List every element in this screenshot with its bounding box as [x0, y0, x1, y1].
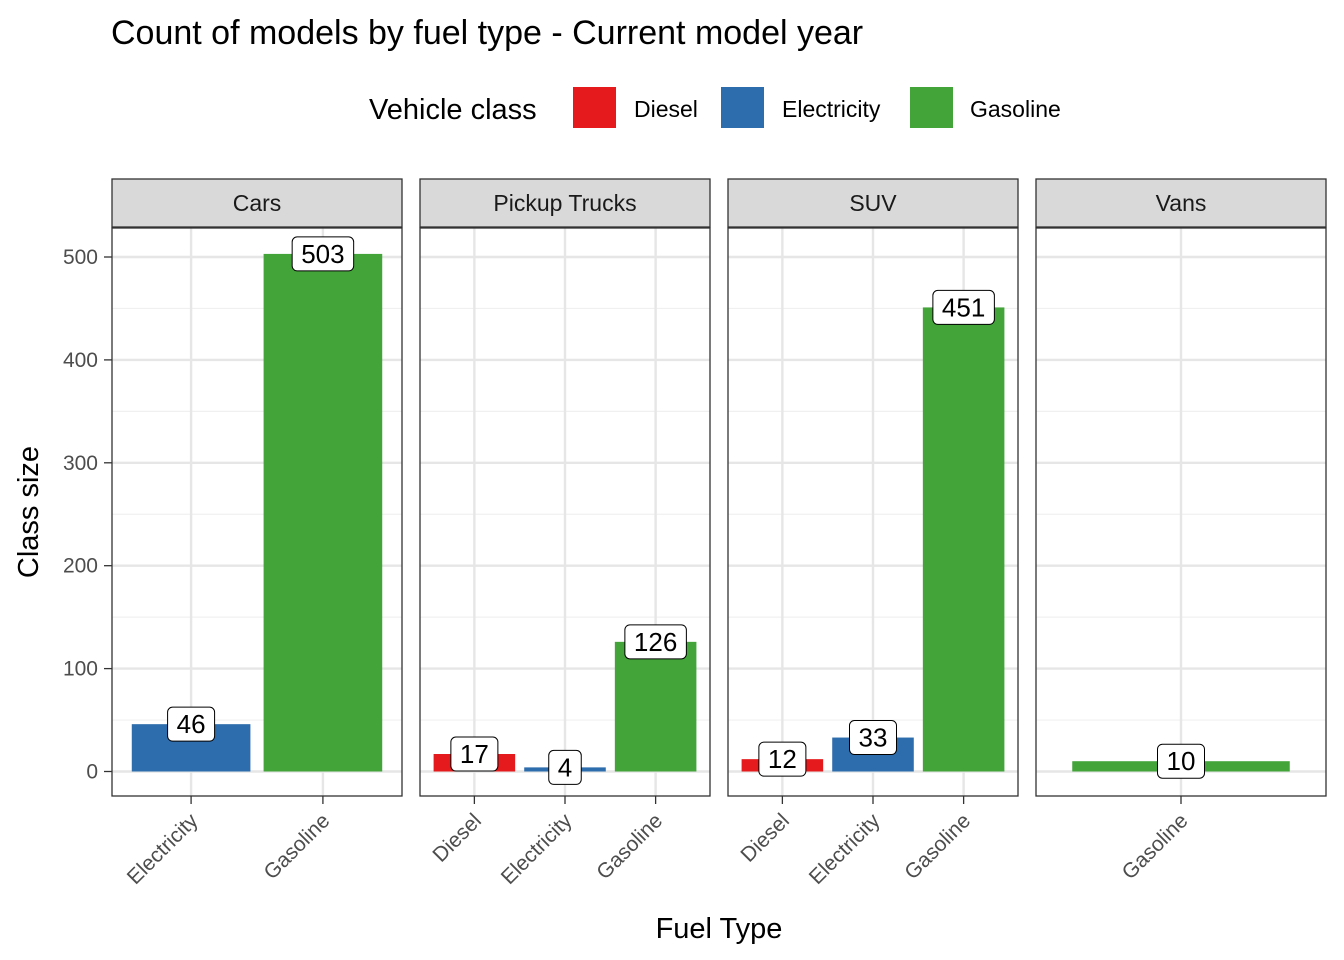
x-tick-label: Diesel	[428, 809, 486, 867]
facet-strip	[1035, 178, 1327, 228]
data-label: 46	[177, 709, 206, 739]
x-tick-label: Electricity	[805, 809, 885, 889]
data-label: 17	[460, 739, 489, 769]
facet-vans: 10 Vans Gasoline	[1035, 178, 1327, 884]
data-label: 33	[859, 723, 888, 753]
x-tick-label: Gasoline	[1118, 809, 1193, 884]
facet-suv: 12 33 451 SUV Diesel Electricity Gasoline	[727, 178, 1019, 889]
legend-label-gasoline: Gasoline	[970, 96, 1061, 122]
legend-label-electricity: Electricity	[782, 96, 881, 122]
data-label-box	[849, 720, 897, 756]
data-label-box	[291, 236, 355, 272]
data-label-box	[624, 624, 687, 660]
x-tick-label: Gasoline	[900, 809, 975, 884]
panel-border	[111, 227, 403, 797]
facet-strip	[727, 178, 1019, 228]
facet-pickup-trucks: 17 4 126 Pickup Trucks Diesel Electricity Gaso…	[419, 178, 711, 889]
legend-title: Vehicle class	[369, 94, 537, 126]
data-label-box	[932, 289, 995, 325]
x-axis-title: Fuel Type	[656, 913, 783, 945]
legend: Vehicle class Diesel Electricity Gasoline	[369, 87, 1061, 128]
bar-suv-gasoline	[922, 307, 1005, 772]
facet-strip	[419, 178, 711, 228]
facet-cars: 46 503 Cars Electricity Gasoline 0 100 200 300 40…	[63, 178, 403, 889]
y-tick-label: 0	[86, 761, 98, 784]
chart-title: Count of models by fuel type - Current m…	[111, 14, 863, 52]
bar-cars-gasoline	[263, 253, 383, 772]
x-tick-label: Electricity	[497, 809, 577, 889]
y-axis-title: Class size	[13, 446, 45, 578]
x-tick-label: Gasoline	[260, 809, 335, 884]
facet-strip-label: Pickup Trucks	[493, 190, 636, 216]
x-tick-label: Diesel	[736, 809, 794, 867]
legend-key-electricity	[721, 87, 764, 128]
facet-strip-label: Vans	[1156, 190, 1207, 216]
y-tick-label: 300	[63, 452, 98, 475]
data-label: 503	[301, 239, 344, 269]
y-tick-label: 200	[63, 555, 98, 578]
y-tick-label: 500	[63, 246, 98, 269]
bar-pickup-trucks-gasoline	[614, 641, 697, 772]
y-tick-label: 100	[63, 658, 98, 681]
facet-strip-label: Cars	[233, 190, 282, 216]
data-label-box	[758, 741, 807, 777]
legend-label-diesel: Diesel	[634, 96, 698, 122]
facet-strip	[111, 178, 403, 228]
legend-key-gasoline	[910, 87, 953, 128]
data-label: 126	[634, 627, 677, 657]
x-tick-label: Electricity	[123, 809, 203, 889]
data-label: 12	[768, 744, 797, 774]
data-label-box	[548, 749, 582, 785]
x-tick-label: Gasoline	[592, 809, 667, 884]
facet-strip-label: SUV	[849, 190, 897, 216]
data-label: 4	[558, 752, 572, 782]
data-label-box	[1157, 743, 1205, 779]
data-label: 10	[1167, 746, 1196, 776]
data-label: 451	[942, 292, 985, 322]
data-label-box	[167, 706, 216, 742]
legend-key-diesel	[573, 87, 616, 128]
data-label-box	[450, 736, 499, 772]
y-tick-label: 400	[63, 349, 98, 372]
